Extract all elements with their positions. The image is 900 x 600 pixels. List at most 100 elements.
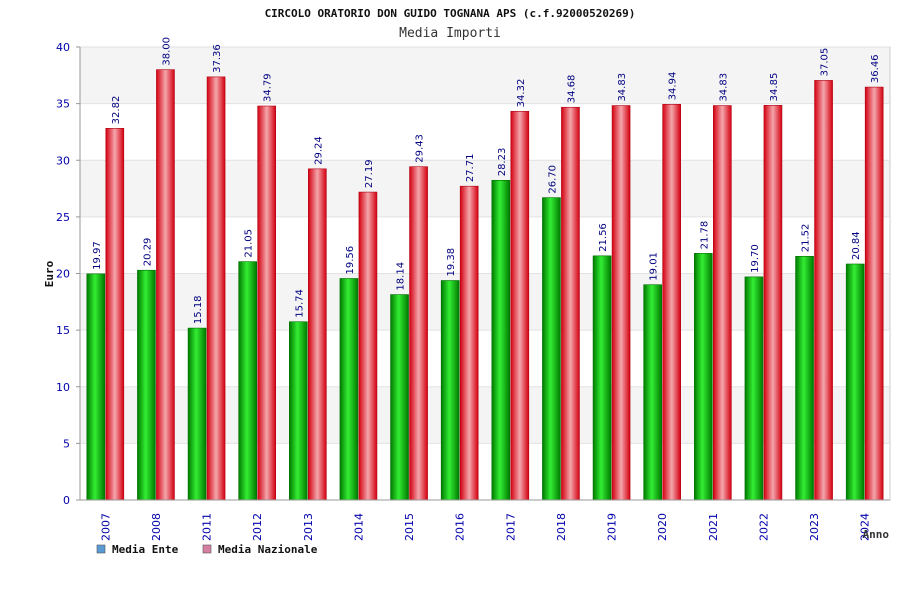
bar-media-ente xyxy=(744,276,764,501)
x-tick-label: 2019 xyxy=(606,513,619,541)
value-label: 38.00 xyxy=(161,37,172,66)
bar-media-ente xyxy=(238,261,257,501)
bars xyxy=(86,69,884,501)
bar-media-ente xyxy=(137,269,156,501)
chart-subtitle: Media Importi xyxy=(399,26,501,41)
value-label: 29.43 xyxy=(415,134,426,163)
value-label: 15.74 xyxy=(294,289,305,318)
y-axis-label: Euro xyxy=(43,260,56,287)
bar-media-ente xyxy=(542,197,561,501)
legend-swatch xyxy=(96,544,106,554)
x-axis: 2007 2008 2011 2012 2013 2014 2015 2016 2017 2018… xyxy=(99,513,871,541)
value-label: 34.83 xyxy=(617,73,628,102)
value-label: 34.94 xyxy=(668,72,679,101)
value-label: 34.83 xyxy=(718,73,729,102)
x-axis-label: Anno xyxy=(863,528,890,541)
x-tick-label: 2011 xyxy=(201,513,214,541)
value-label: 19.70 xyxy=(750,244,761,273)
x-tick-label: 2012 xyxy=(251,513,264,541)
value-label: 37.36 xyxy=(212,44,223,73)
x-tick-label: 2024 xyxy=(859,513,872,541)
bar-media-ente xyxy=(339,278,359,501)
value-label: 19.56 xyxy=(345,246,356,275)
bar-media-ente xyxy=(643,284,662,501)
x-tick-label: 2015 xyxy=(403,513,416,541)
bar-media-nazionale xyxy=(156,69,175,501)
bar-media-ente xyxy=(845,263,865,501)
bar-media-ente xyxy=(187,327,207,501)
chart-title: CIRCOLO ORATORIO DON GUIDO TOGNANA APS (… xyxy=(265,7,636,20)
value-label: 37.05 xyxy=(820,48,831,77)
bar-media-nazionale xyxy=(257,105,276,501)
x-tick-label: 2021 xyxy=(707,513,720,541)
value-labels: 19.97 32.82 20.29 38.00 15.18 37.36 21.05 34.79… xyxy=(92,37,881,324)
bar-media-ente xyxy=(86,273,106,501)
value-label: 34.32 xyxy=(516,79,527,108)
value-label: 29.24 xyxy=(313,136,324,165)
y-tick-label: 25 xyxy=(56,211,70,224)
legend-swatch xyxy=(202,544,212,554)
value-label: 19.01 xyxy=(649,252,660,281)
value-label: 21.78 xyxy=(699,221,710,250)
x-tick-label: 2018 xyxy=(555,513,568,541)
bar-media-ente xyxy=(592,255,612,501)
bar-media-ente xyxy=(795,255,814,501)
value-label: 21.05 xyxy=(244,229,255,258)
legend: Media Ente Media Nazionale xyxy=(96,543,318,556)
bar-media-ente xyxy=(390,294,409,501)
x-tick-label: 2020 xyxy=(656,513,669,541)
value-label: 27.19 xyxy=(364,159,375,188)
bar-media-nazionale xyxy=(105,128,125,501)
y-tick-label: 5 xyxy=(63,437,70,450)
value-label: 21.56 xyxy=(598,223,609,252)
y-tick-label: 20 xyxy=(56,268,70,281)
y-tick-label: 40 xyxy=(56,41,70,54)
y-tick-label: 35 xyxy=(56,98,70,111)
bar-media-ente xyxy=(440,280,460,501)
x-tick-label: 2014 xyxy=(352,513,365,541)
bar-media-ente xyxy=(491,179,511,501)
x-tick-label: 2023 xyxy=(808,513,821,541)
value-label: 15.18 xyxy=(193,295,204,324)
x-tick-label: 2017 xyxy=(504,513,517,541)
legend-label: Media Ente xyxy=(112,543,179,556)
bar-media-nazionale xyxy=(206,76,226,501)
bar-media-ente xyxy=(289,321,308,501)
bar-media-nazionale xyxy=(611,105,631,501)
value-label: 19.97 xyxy=(92,241,103,270)
value-label: 18.14 xyxy=(396,262,407,291)
bar-media-nazionale xyxy=(358,191,378,501)
value-label: 19.38 xyxy=(446,248,457,277)
bar-media-nazionale xyxy=(763,105,783,501)
x-tick-label: 2022 xyxy=(757,513,770,541)
bar-media-ente xyxy=(694,253,713,501)
bar-media-nazionale xyxy=(864,86,884,501)
value-label: 34.79 xyxy=(263,73,274,102)
value-label: 21.52 xyxy=(801,224,812,253)
x-tick-label: 2016 xyxy=(454,513,467,541)
value-label: 20.84 xyxy=(851,231,862,260)
bar-media-nazionale xyxy=(308,168,327,501)
value-label: 27.71 xyxy=(465,154,476,183)
y-tick-label: 30 xyxy=(56,154,70,167)
value-label: 28.23 xyxy=(497,148,508,177)
value-label: 20.29 xyxy=(142,238,153,267)
y-tick-label: 15 xyxy=(56,324,70,337)
value-label: 36.46 xyxy=(870,54,881,83)
value-label: 32.82 xyxy=(111,96,122,125)
bar-media-nazionale xyxy=(814,80,833,501)
y-axis: 0 5 10 15 20 25 30 35 40 xyxy=(56,41,890,507)
value-label: 34.68 xyxy=(566,75,577,104)
bar-media-nazionale xyxy=(459,185,479,501)
bar-media-nazionale xyxy=(713,105,732,501)
y-tick-label: 10 xyxy=(56,381,70,394)
legend-label: Media Nazionale xyxy=(218,543,318,556)
bar-media-nazionale xyxy=(409,166,428,501)
bar-media-nazionale xyxy=(510,111,530,501)
x-tick-label: 2007 xyxy=(99,513,112,541)
bar-media-nazionale xyxy=(662,104,681,501)
value-label: 26.70 xyxy=(547,165,558,194)
x-tick-label: 2008 xyxy=(150,513,163,541)
y-tick-label: 0 xyxy=(63,494,70,507)
